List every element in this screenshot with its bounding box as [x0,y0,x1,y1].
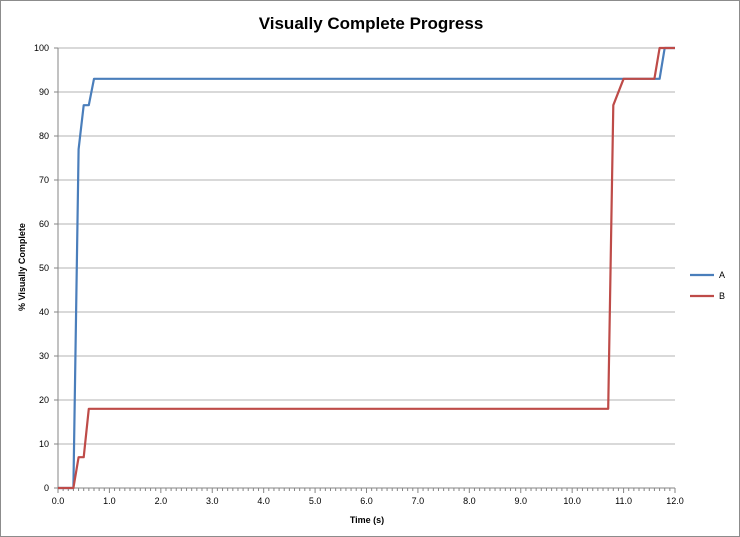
series-line-B [58,46,675,490]
y-axis-label: % Visually Complete [17,223,27,311]
x-tick-label: 7.0 [412,496,425,506]
chart-title: Visually Complete Progress [259,14,484,33]
y-tick-label: 10 [39,439,49,449]
x-tick-label: 10.0 [563,496,581,506]
y-tick-label: 90 [39,87,49,97]
legend-label-B: B [719,291,725,301]
y-tick-label: 30 [39,351,49,361]
y-tick-label: 60 [39,219,49,229]
x-tick-label: 4.0 [257,496,270,506]
y-tick-label: 100 [34,43,49,53]
x-tick-label: 11.0 [615,496,632,506]
x-tick-label: 6.0 [360,496,373,506]
x-tick-label: 2.0 [155,496,168,506]
x-tick-label: 3.0 [206,496,219,506]
legend: AB [690,270,725,301]
y-tick-label: 70 [39,175,49,185]
y-tick-label: 80 [39,131,49,141]
data-series [58,46,675,490]
y-tick-label: 50 [39,263,49,273]
tick-labels: 0 10 20 30 40 50 60 70 80 90 100 0.0 1.0 2.0 3.0 4.0 5.0… [34,43,684,506]
x-tick-label: 8.0 [463,496,476,506]
x-axis-label: Time (s) [350,515,384,525]
axes [54,47,676,493]
y-tick-label: 40 [39,307,49,317]
x-tick-label: 5.0 [309,496,322,506]
y-tick-label: 0 [44,483,49,493]
x-tick-label: 9.0 [514,496,527,506]
x-tick-label: 1.0 [103,496,116,506]
grid-lines [58,47,675,445]
series-line-A [58,46,675,490]
x-tick-label: 12.0 [666,496,684,506]
legend-label-A: A [719,270,725,280]
y-tick-label: 20 [39,395,49,405]
x-tick-label: 0.0 [52,496,65,506]
